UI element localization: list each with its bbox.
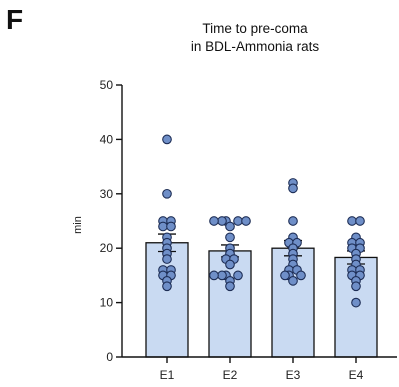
data-point-E2 [209,270,219,281]
data-point-E2 [209,216,219,226]
data-point-E2 [225,259,235,270]
data-point-E2 [241,216,251,226]
data-point-E1 [162,281,172,292]
error-bars-layer [158,233,365,265]
data-point-E2 [217,216,227,226]
data-point-E3 [280,270,290,281]
data-point-E4 [347,216,357,226]
data-point-E2 [233,216,243,226]
y-tick-label-20: 20 [100,241,114,255]
y-axis-label: min [72,216,84,234]
y-tick-label-40: 40 [100,132,114,146]
y-tick-label-10: 10 [100,296,114,310]
data-point-E4 [351,281,361,292]
data-point-E3 [288,216,298,226]
data-point-E3 [288,275,298,286]
data-point-E1 [162,188,172,199]
data-point-E2 [225,281,235,292]
chart-subtitle: in BDL-Ammonia rats [190,39,320,54]
x-tick-label-E1: E1 [160,368,175,382]
y-tick-label-30: 30 [100,187,114,201]
data-point-E1 [162,134,172,145]
chart-title: Time to pre-coma [202,21,308,36]
data-point-E2 [217,270,227,281]
data-point-E4 [355,216,365,226]
data-point-E3 [288,183,298,194]
data-point-E1 [162,254,172,264]
x-tick-label-E3: E3 [286,368,301,382]
points-layer [158,134,365,308]
data-point-E3 [296,270,306,281]
data-point-E4 [351,297,361,308]
y-tick-label-0: 0 [106,350,113,364]
x-tick-label-E2: E2 [223,368,238,382]
bars-layer [145,242,378,358]
panel-label: F [6,4,24,35]
data-point-E1 [158,221,168,232]
y-tick-label-50: 50 [100,78,114,92]
data-point-E2 [225,232,235,243]
data-point-E2 [225,221,235,232]
data-point-E1 [166,221,176,232]
axes-layer: 0 10 20 30 40 50 E1 E2 E3 E4 [100,78,397,382]
data-point-E2 [233,270,243,281]
x-tick-label-E4: E4 [349,368,364,382]
